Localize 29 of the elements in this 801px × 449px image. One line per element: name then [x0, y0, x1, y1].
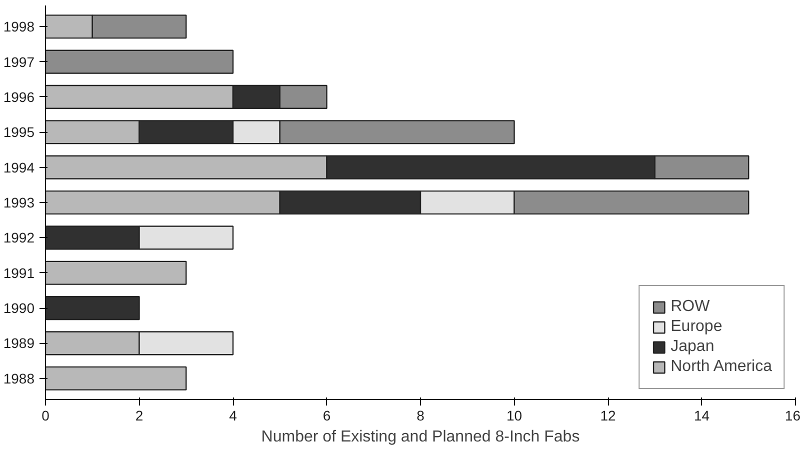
legend-label: ROW: [670, 298, 710, 316]
y-tick-label: 1995: [3, 124, 35, 140]
y-tick-label: 1992: [3, 230, 35, 246]
y-tick-label: 1994: [3, 159, 35, 176]
x-tick-label: 14: [694, 408, 710, 424]
legend-label: Europe: [670, 318, 722, 336]
x-tick-label: 12: [600, 408, 616, 424]
y-tick-label: 1988: [3, 370, 35, 386]
x-tick-label: 16: [784, 408, 801, 424]
x-tick-label: 8: [416, 408, 425, 424]
x-tick-label: 2: [135, 408, 144, 424]
legend-label: North America: [670, 358, 772, 376]
y-tick-label: 1997: [3, 54, 35, 70]
bar: [46, 50, 234, 74]
legend-label: Japan: [670, 338, 714, 356]
y-tick-label: 1996: [3, 88, 35, 105]
x-tick-label: 0: [42, 408, 50, 424]
bar: [46, 366, 187, 390]
y-tick-label: 1991: [3, 264, 35, 281]
y-tick-label: 1998: [3, 18, 35, 35]
y-tick-label: 1989: [3, 335, 35, 352]
y-tick-label: 1990: [3, 300, 35, 316]
y-tick-label: 1993: [3, 194, 35, 210]
x-tick-label: 6: [322, 408, 331, 424]
x-tick-label: 4: [229, 408, 238, 424]
x-axis-title: Number of Existing and Planned 8-Inch Fabs: [261, 428, 580, 446]
bar: [46, 260, 187, 285]
bar: [46, 296, 140, 320]
x-tick-label: 10: [506, 408, 522, 424]
